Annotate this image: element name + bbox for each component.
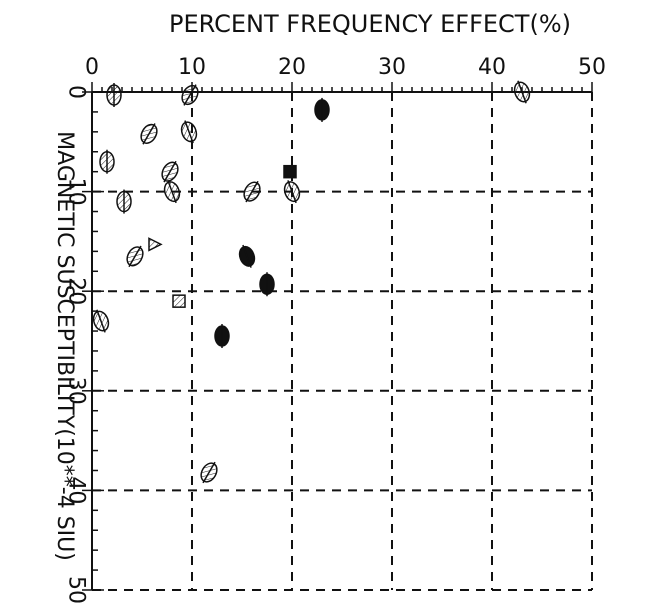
data-point — [140, 123, 158, 145]
point-tail — [245, 180, 259, 203]
y-tick-label: 50 — [64, 576, 89, 604]
axes — [82, 82, 593, 591]
data-point — [163, 180, 181, 204]
x-tick-label: 0 — [85, 55, 99, 80]
point-tail — [142, 123, 156, 145]
data-point — [181, 84, 199, 106]
y-tick-label: 10 — [64, 178, 89, 206]
data-point — [92, 309, 110, 333]
data-points — [92, 80, 531, 484]
x-tick-label: 50 — [578, 55, 606, 80]
point-tail — [517, 80, 527, 104]
data-point — [161, 160, 179, 183]
tick-labels: 0 10 20 30 40 50 0 10 20 30 40 50 — [64, 55, 607, 604]
point-tail — [96, 309, 106, 333]
x-tick-label: 20 — [278, 55, 306, 80]
data-point — [243, 180, 261, 203]
data-point — [513, 80, 531, 104]
data-point — [259, 272, 275, 297]
point-tail — [183, 84, 197, 106]
data-point — [314, 97, 330, 122]
y-tick-label: 0 — [64, 85, 89, 99]
point-marker — [148, 237, 163, 252]
point-tail — [242, 244, 252, 268]
point-marker — [172, 294, 186, 308]
point-marker — [283, 164, 297, 179]
y-axis-title: MAGNETIC SUSCEPTIBILITY(10**-4 SIU) — [52, 131, 77, 561]
data-point — [126, 245, 144, 268]
point-tail — [202, 461, 216, 484]
data-point — [148, 237, 163, 252]
x-axis-title: PERCENT FREQUENCY EFFECT(%) — [169, 10, 571, 38]
data-point — [106, 82, 122, 107]
y-tick-label: 20 — [64, 277, 89, 305]
data-point — [99, 149, 115, 174]
y-tick-label: 40 — [64, 476, 89, 504]
data-point — [283, 164, 297, 179]
point-tail — [184, 120, 194, 144]
data-point — [200, 461, 218, 484]
point-tail — [167, 180, 177, 204]
point-tail — [163, 160, 177, 183]
y-tick-label: 30 — [64, 377, 89, 405]
data-point — [116, 189, 132, 214]
point-tail — [287, 180, 297, 204]
data-point — [214, 324, 230, 349]
data-point — [283, 180, 301, 204]
data-point — [172, 294, 186, 308]
data-point — [180, 120, 198, 144]
x-tick-label: 40 — [478, 55, 506, 80]
x-tick-label: 30 — [378, 55, 406, 80]
x-tick-label: 10 — [178, 55, 206, 80]
data-point — [238, 244, 256, 268]
point-tail — [128, 245, 142, 268]
